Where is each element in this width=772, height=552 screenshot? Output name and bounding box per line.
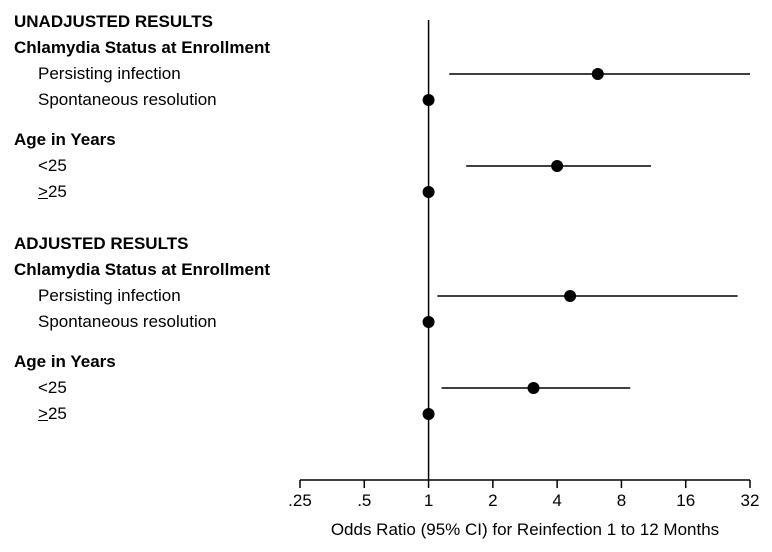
row-label: >25: [38, 404, 67, 424]
row-label: Spontaneous resolution: [38, 90, 217, 110]
forest-plot: .25 .5 1 2 4 8 16 32 Odds Ratio (95% CI) for Re…: [0, 0, 772, 552]
group-header: Chlamydia Status at Enrollment: [14, 38, 270, 58]
row-label: <25: [38, 156, 67, 176]
tick-label: .25: [288, 491, 312, 510]
tick-label: 1: [424, 491, 433, 510]
tick-label: .5: [357, 491, 371, 510]
tick-label: 16: [676, 491, 695, 510]
group-header: Age in Years: [14, 352, 116, 372]
x-axis-title: Odds Ratio (95% CI) for Reinfection 1 to…: [240, 520, 772, 540]
row-label: <25: [38, 378, 67, 398]
row-label: Persisting infection: [38, 64, 181, 84]
row-label: Persisting infection: [38, 286, 181, 306]
row-label: Spontaneous resolution: [38, 312, 217, 332]
group-header: Age in Years: [14, 130, 116, 150]
tick-label: 2: [488, 491, 497, 510]
group-header: Chlamydia Status at Enrollment: [14, 260, 270, 280]
row-label: >25: [38, 182, 67, 202]
tick-label: 4: [552, 491, 561, 510]
tick-label: 8: [617, 491, 626, 510]
tick-label: 32: [741, 491, 760, 510]
section-header: UNADJUSTED RESULTS: [14, 12, 213, 32]
section-header: ADJUSTED RESULTS: [14, 234, 188, 254]
